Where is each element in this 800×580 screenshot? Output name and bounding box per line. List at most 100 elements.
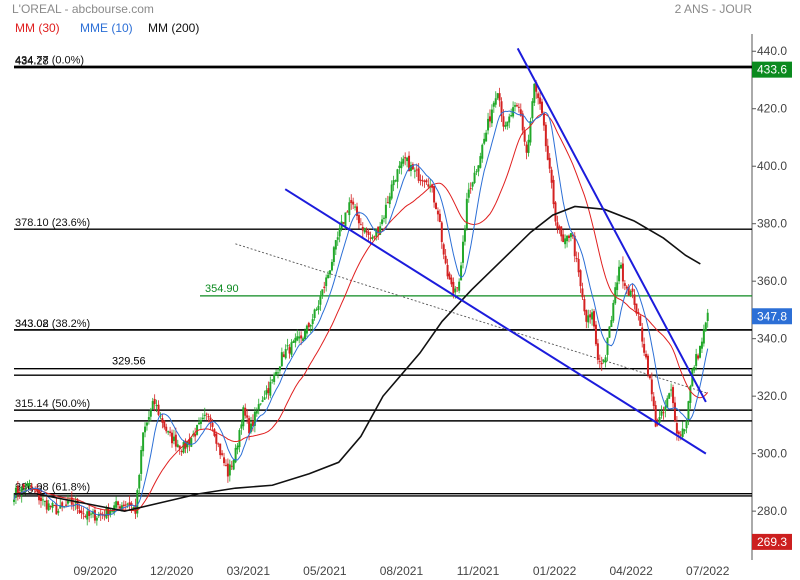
candle-body [149, 409, 152, 417]
candle-body [101, 513, 104, 515]
candle-body [278, 366, 281, 371]
candle-body [334, 240, 337, 250]
candle-body [585, 310, 588, 322]
candle-body [145, 422, 148, 426]
candle-body [444, 255, 447, 264]
candle-body [537, 93, 540, 99]
y-tick-label: 280.0 [757, 504, 787, 518]
candle-body [450, 277, 453, 285]
candle-body [163, 420, 166, 428]
candle-body [275, 372, 278, 376]
candle-body [99, 513, 102, 515]
candle-body [577, 258, 580, 273]
candle-body [49, 505, 52, 508]
candle-body [633, 294, 636, 305]
candle-body [309, 325, 312, 327]
candle-body [656, 424, 659, 426]
candle-body [30, 485, 33, 488]
price-marker-label: 269.3 [757, 535, 787, 549]
candle-body [282, 354, 285, 357]
candle-body [614, 287, 617, 304]
y-tick-label: 320.0 [757, 389, 787, 403]
candle-body [205, 413, 208, 415]
y-tick-label: 340.0 [757, 332, 787, 346]
candle-body [498, 93, 501, 101]
candle-body [248, 418, 251, 434]
candle-body [425, 180, 428, 183]
candle-body [330, 261, 333, 271]
candle-body [207, 416, 210, 418]
candle-body [681, 428, 684, 437]
price-marker-label: 433.6 [757, 63, 787, 77]
candle-body [594, 324, 597, 345]
candle-body [369, 237, 372, 239]
candle-body [485, 132, 488, 142]
candle-body [477, 165, 480, 172]
candle-body [440, 222, 443, 242]
blue-trendline [284, 188, 707, 455]
candle-body [662, 412, 665, 414]
candle-body [593, 311, 596, 327]
candle-body [234, 447, 237, 463]
candle-body [47, 503, 50, 511]
candle-body [546, 145, 549, 160]
candle-body [417, 168, 420, 181]
candle-body [182, 442, 185, 453]
candle-body [288, 347, 291, 354]
candle-body [514, 105, 517, 107]
price-marker-box [752, 533, 792, 550]
x-tick-label: 05/2021 [303, 564, 347, 578]
candle-body [548, 157, 551, 169]
candle-body [625, 286, 628, 289]
candle-body [700, 341, 703, 349]
candle-body [93, 510, 96, 521]
candle-body [276, 372, 279, 374]
candle-body [342, 222, 345, 224]
candle-body [600, 362, 603, 365]
candle-body [286, 345, 289, 347]
candle-body [271, 379, 274, 381]
candle-body [598, 361, 601, 363]
candle-body [209, 417, 212, 423]
candle-body [265, 390, 268, 395]
candle-body [203, 414, 206, 416]
candle-body [43, 501, 46, 503]
candle-body [650, 379, 653, 395]
fib-level-label: 434.28 [15, 56, 49, 68]
candle-body [581, 288, 584, 298]
candle-body [215, 433, 218, 444]
candle-body [469, 188, 472, 190]
candle-body [329, 270, 332, 275]
candle-body [620, 264, 623, 269]
legend-mm30: MM (30) [15, 21, 60, 35]
candle-body [105, 507, 108, 519]
candle-body [670, 389, 673, 391]
x-tick-label: 08/2021 [380, 564, 424, 578]
candle-body [492, 102, 495, 107]
y-tick-label: 360.0 [757, 274, 787, 288]
candle-body [86, 511, 89, 520]
candle-body [230, 465, 233, 467]
candle-body [673, 402, 676, 421]
candle-body [186, 441, 189, 448]
candle-body [442, 244, 445, 255]
candle-body [244, 407, 247, 416]
candle-body [458, 281, 461, 291]
mm30-line [13, 113, 709, 512]
candle-body [631, 288, 634, 292]
candle-body [433, 186, 436, 203]
candle-body [627, 286, 630, 296]
candle-body [544, 124, 547, 147]
candle-body [706, 312, 709, 322]
legend-mme10: MME (10) [80, 21, 133, 35]
candle-body [695, 354, 698, 366]
candle-body [604, 357, 607, 363]
candle-body [45, 500, 48, 510]
candle-body [396, 169, 399, 182]
candle-body [155, 405, 158, 407]
candle-body [290, 342, 293, 355]
candle-body [61, 502, 64, 507]
candle-body [240, 424, 243, 429]
candle-body [317, 305, 320, 310]
fib-level-label: 378.10 (23.6%) [15, 217, 90, 229]
